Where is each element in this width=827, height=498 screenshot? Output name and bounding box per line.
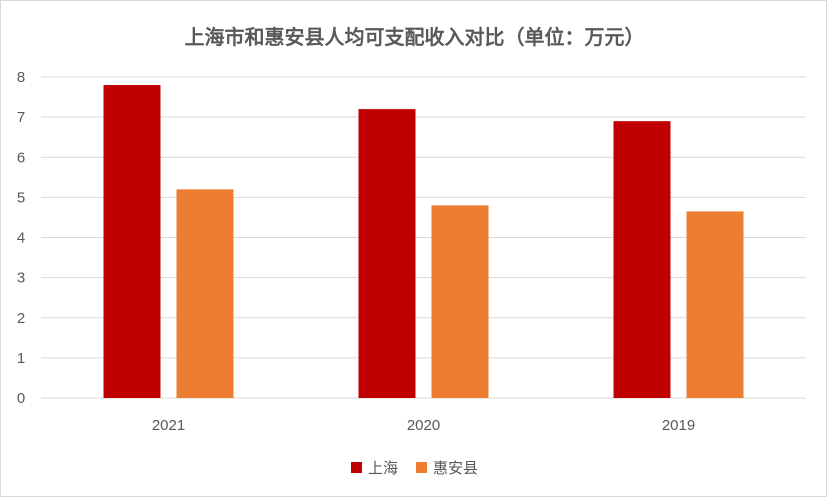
bars (103, 85, 744, 399)
bar-huian-2021 (176, 189, 234, 398)
bar-shanghai-2020 (358, 109, 416, 398)
y-tick-label: 0 (17, 390, 25, 407)
y-tick-label: 1 (17, 350, 25, 367)
x-tick-label: 2019 (662, 417, 695, 434)
bar-huian-2019 (686, 211, 744, 398)
legend-swatch-huian (416, 462, 427, 473)
legend-label-huian: 惠安县 (433, 459, 479, 477)
y-tick-label: 2 (17, 310, 25, 327)
x-axis-labels: 2021 2020 2019 (152, 417, 695, 434)
y-axis-labels: 0 1 2 3 4 5 6 7 8 (17, 69, 25, 407)
y-tick-label: 5 (17, 189, 25, 206)
legend-item-shanghai: 上海 (350, 457, 398, 478)
bar-huian-2020 (431, 205, 489, 398)
legend-item-huian: 惠安县 (416, 457, 478, 478)
legend-label-shanghai: 上海 (367, 459, 398, 477)
bar-shanghai-2019 (613, 121, 671, 398)
y-tick-label: 6 (17, 149, 25, 166)
y-tick-label: 3 (17, 270, 25, 287)
chart-title: 上海市和惠安县人均可支配收入对比（单位：万元） (184, 25, 645, 49)
y-tick-label: 8 (17, 69, 25, 86)
bar-shanghai-2021 (103, 85, 161, 399)
legend-swatch-shanghai (350, 462, 362, 473)
x-tick-label: 2020 (407, 417, 440, 434)
y-tick-label: 7 (17, 109, 25, 126)
y-tick-label: 4 (17, 230, 25, 247)
x-tick-label: 2021 (152, 417, 185, 434)
grid-lines (41, 76, 806, 399)
legend: 上海 惠安县 (1, 457, 827, 478)
